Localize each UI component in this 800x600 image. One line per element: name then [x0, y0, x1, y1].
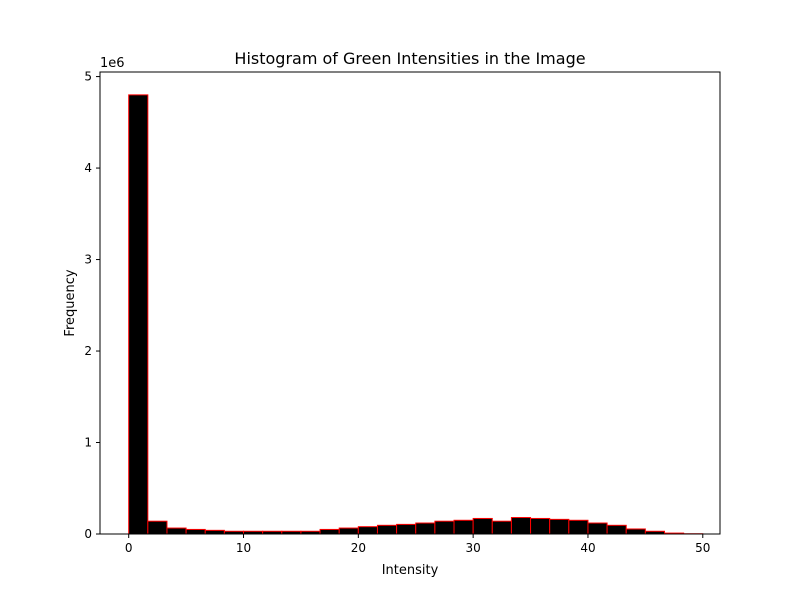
y-axis-ticks: 0 1 2 3 4 5	[84, 70, 100, 541]
histogram-bar	[357, 526, 378, 535]
histogram-bar	[568, 519, 589, 535]
histogram-bar	[472, 517, 493, 535]
histogram-bar	[319, 528, 340, 535]
histogram-bar	[185, 528, 206, 535]
histogram-bar	[147, 520, 168, 535]
x-tick-label: 0	[125, 541, 133, 555]
histogram-bar	[453, 519, 474, 535]
y-tick-label: 3	[84, 253, 92, 267]
histogram-bar	[376, 524, 398, 535]
y-tick-label: 4	[84, 161, 92, 175]
x-tick-label: 10	[236, 541, 251, 555]
histogram-bar	[415, 522, 436, 535]
histogram-bar	[166, 527, 187, 535]
histogram-bar	[128, 94, 149, 535]
chart-title: Histogram of Green Intensities in the Im…	[234, 49, 585, 68]
x-tick-label: 40	[580, 541, 595, 555]
histogram-bar	[338, 527, 359, 535]
y-axis-offset-label: 1e6	[100, 56, 125, 71]
y-axis-label: Frequency	[63, 269, 78, 336]
x-tick-label: 50	[695, 541, 710, 555]
axes-frame	[99, 71, 721, 535]
y-tick-label: 2	[84, 344, 92, 358]
histogram-bar	[625, 528, 646, 535]
histogram-bar	[549, 518, 570, 535]
y-tick-label: 1	[84, 436, 92, 450]
histogram-bar	[587, 522, 608, 535]
histogram-bars	[128, 94, 704, 535]
histogram-bar	[510, 517, 532, 535]
histogram-bar	[606, 524, 627, 535]
x-axis-ticks: 0 10 20 30 40 50	[125, 534, 710, 555]
histogram-bar	[396, 523, 417, 535]
histogram-bar	[491, 520, 512, 535]
histogram-bar	[434, 520, 455, 535]
x-tick-label: 30	[466, 541, 481, 555]
x-tick-label: 20	[351, 541, 366, 555]
histogram-bar	[204, 529, 225, 535]
y-tick-label: 0	[84, 527, 92, 541]
histogram-bar	[530, 517, 551, 535]
x-axis-label: Intensity	[382, 563, 439, 578]
y-tick-label: 5	[84, 70, 92, 84]
